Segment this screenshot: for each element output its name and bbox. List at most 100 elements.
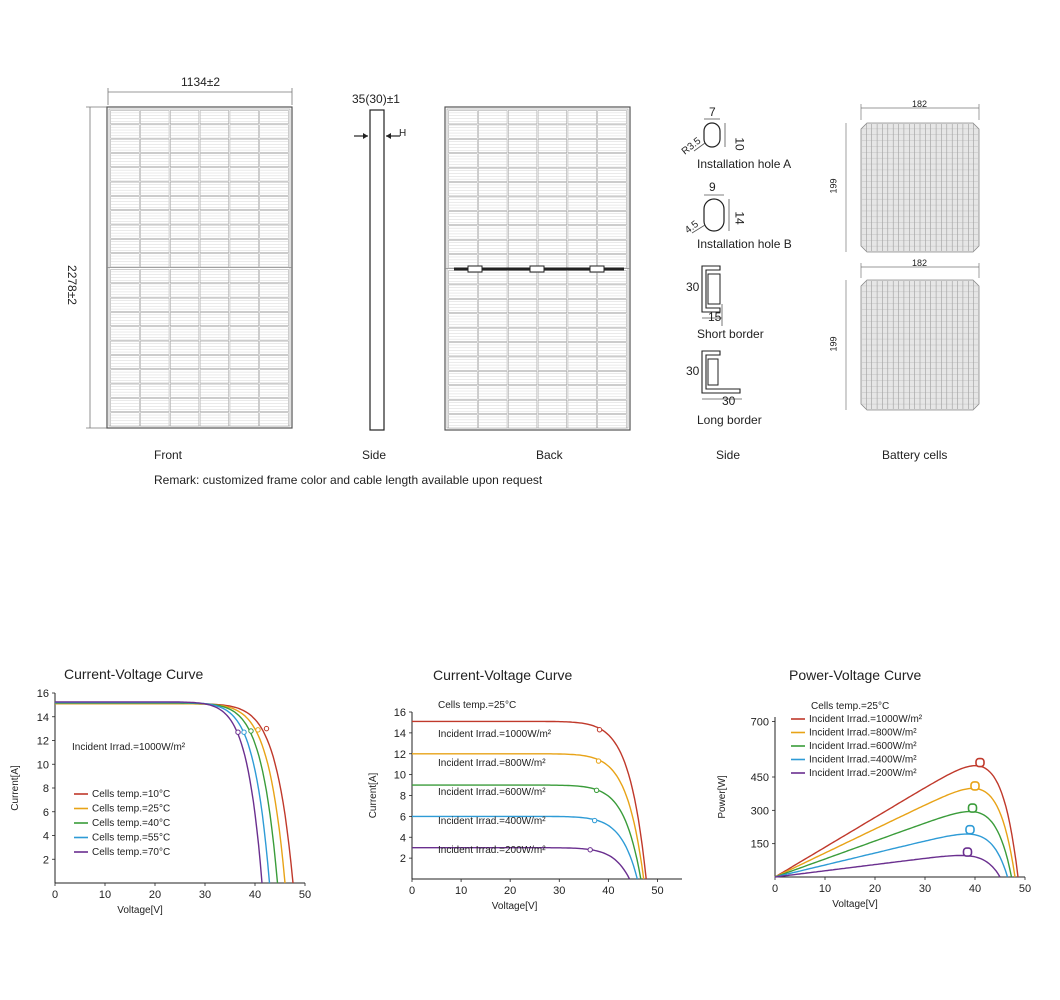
y-tick-label: 2: [43, 854, 49, 866]
solar-cell: [508, 414, 538, 429]
solar-cell: [199, 269, 229, 284]
solar-cell: [448, 167, 478, 182]
legend-label: Incident Irrad.=800W/m²: [438, 758, 546, 769]
solar-cell: [597, 284, 627, 299]
solar-cell: [508, 124, 538, 139]
solar-cell: [597, 225, 627, 240]
solar-cell: [170, 124, 200, 139]
solar-cell: [597, 239, 627, 254]
solar-cell: [567, 342, 597, 357]
solar-cell: [140, 210, 170, 225]
solar-cell: [199, 239, 229, 253]
short-border-h: 30: [686, 280, 700, 294]
junction-box-right: [589, 265, 605, 273]
solar-cell: [110, 297, 140, 312]
solar-cell: [597, 356, 627, 371]
solar-cell: [199, 340, 229, 355]
solar-cell: [567, 124, 597, 139]
short-border-drawing: [701, 265, 723, 326]
legend-label: Incident Irrad.=200W/m²: [809, 768, 917, 779]
solar-cell: [448, 124, 478, 139]
solar-cell: [259, 340, 289, 355]
series-line: [412, 784, 642, 880]
solar-cell: [229, 326, 259, 341]
solar-cell: [140, 269, 170, 284]
solar-cell: [110, 269, 140, 284]
solar-cell: [508, 182, 538, 197]
y-tick-label: 10: [394, 770, 406, 782]
x-tick-label: 30: [553, 885, 565, 897]
solar-cell: [508, 239, 538, 254]
solar-cell: [140, 167, 170, 182]
y-tick-label: 16: [394, 707, 406, 719]
solar-cell: [110, 383, 140, 398]
hole-a-h: 10: [732, 137, 747, 151]
solar-cell: [478, 254, 508, 269]
solar-cell: [478, 270, 508, 285]
solar-cell: [537, 270, 567, 285]
x-axis-label: Voltage[V]: [117, 905, 163, 916]
solar-cell: [597, 167, 627, 182]
solar-cell: [597, 139, 627, 153]
y-tick-label: 8: [43, 783, 49, 795]
y-tick-label: 4: [400, 832, 406, 844]
solar-cell: [259, 369, 289, 384]
solar-cell: [597, 342, 627, 357]
legend-label: Cells temp.=40°C: [92, 818, 170, 829]
x-tick-label: 30: [919, 883, 931, 895]
series-line: [412, 846, 631, 880]
solar-cell: [259, 312, 289, 327]
mpp-marker: [248, 728, 254, 734]
solar-cell: [199, 283, 229, 298]
x-tick-label: 10: [455, 885, 467, 897]
solar-cell: [537, 110, 567, 125]
solar-cell: [597, 110, 627, 125]
solar-cell: [508, 342, 538, 357]
solar-cell: [537, 196, 567, 211]
solar-cell: [140, 355, 170, 369]
solar-cell: [537, 299, 567, 313]
solar-cell: [110, 196, 140, 210]
solar-cell: [199, 383, 229, 398]
solar-cell: [229, 369, 259, 384]
y-tick-label: 6: [43, 807, 49, 819]
solar-cell: [508, 225, 538, 240]
solar-cell: [567, 196, 597, 211]
frame-caption: Side: [716, 448, 741, 462]
y-tick-label: 4: [43, 831, 49, 843]
solar-cell: [259, 326, 289, 341]
chart3-title: Power-Voltage Curve: [789, 667, 922, 683]
x-tick-label: 20: [869, 883, 881, 895]
mpp-marker: [593, 787, 600, 793]
x-tick-label: 0: [772, 883, 778, 895]
solar-cell: [170, 297, 200, 312]
solar-cell: [448, 299, 478, 313]
solar-cell: [259, 196, 289, 210]
iv-curve-temperature-chart: 0 10 20 30 40 50 2 4 6 8 10 12 14 16 Voltage[V] Current…: [10, 688, 311, 916]
solar-cell: [140, 398, 170, 412]
front-caption: Front: [154, 448, 183, 462]
back-caption: Back: [536, 448, 563, 462]
y-axis-label: Current[A]: [10, 765, 21, 811]
hole-a-w: 7: [709, 105, 716, 119]
solar-cell: [229, 124, 259, 139]
solar-cell: [140, 124, 170, 139]
solar-cell: [537, 356, 567, 371]
y-tick-label: 10: [37, 759, 49, 771]
y-tick-label: 12: [394, 749, 406, 761]
legend-label: Cells temp.=25°C: [92, 804, 170, 815]
series-line: [774, 810, 1013, 878]
solar-cell: [140, 224, 170, 239]
solar-cell: [229, 253, 259, 268]
solar-cell: [229, 412, 259, 427]
solar-cell: [140, 138, 170, 153]
solar-cell: [567, 313, 597, 328]
legend-label: Cells temp.=70°C: [92, 847, 170, 858]
solar-cell: [567, 139, 597, 153]
solar-cell: [448, 399, 478, 414]
solar-cell: [448, 139, 478, 153]
solar-cell: [448, 371, 478, 386]
mpp-marker: [595, 758, 602, 764]
mpp-marker: [965, 824, 975, 835]
solar-cell: [448, 327, 478, 342]
